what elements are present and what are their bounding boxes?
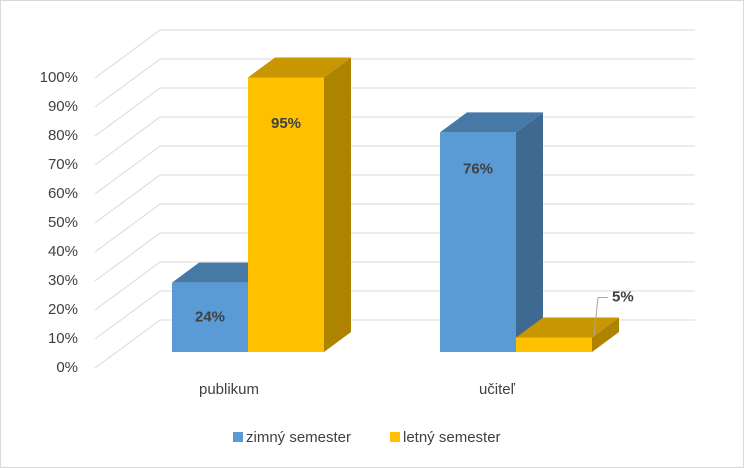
- x-tick-label: učiteľ: [479, 381, 516, 398]
- data-label: 76%: [463, 161, 493, 178]
- legend-swatch: [233, 432, 243, 442]
- leader-line: [593, 297, 608, 336]
- data-label: 24%: [195, 308, 225, 325]
- data-label: 95%: [271, 115, 301, 132]
- bar-side: [516, 112, 543, 352]
- y-tick-label: 70%: [48, 156, 78, 173]
- grid-line: [94, 29, 695, 79]
- bar-front: [172, 282, 248, 352]
- bar-top: [440, 112, 543, 133]
- grid-line: [94, 58, 695, 108]
- y-tick-label: 90%: [48, 98, 78, 115]
- bar-front: [440, 132, 516, 352]
- y-tick-label: 0%: [56, 359, 78, 376]
- bar-front: [516, 337, 592, 352]
- bar-top: [248, 57, 351, 78]
- y-tick-label: 20%: [48, 301, 78, 318]
- legend-label: letný semester: [403, 429, 501, 446]
- bar-front: [248, 77, 324, 352]
- y-tick-label: 30%: [48, 272, 78, 289]
- y-tick-label: 10%: [48, 330, 78, 347]
- bar-side: [324, 57, 351, 352]
- grid-line: [94, 87, 695, 137]
- y-tick-label: 40%: [48, 243, 78, 260]
- bar: [516, 317, 619, 352]
- x-tick-label: publikum: [199, 381, 259, 398]
- y-tick-label: 100%: [40, 69, 78, 86]
- bar: [248, 57, 351, 352]
- y-tick-label: 80%: [48, 127, 78, 144]
- data-label: 5%: [612, 289, 634, 306]
- legend-swatch: [390, 432, 400, 442]
- legend-label: zimný semester: [246, 429, 351, 446]
- bar-top: [516, 317, 619, 338]
- y-tick-label: 60%: [48, 185, 78, 202]
- y-tick-label: 50%: [48, 214, 78, 231]
- bar-side: [592, 317, 619, 352]
- bar: [440, 112, 543, 352]
